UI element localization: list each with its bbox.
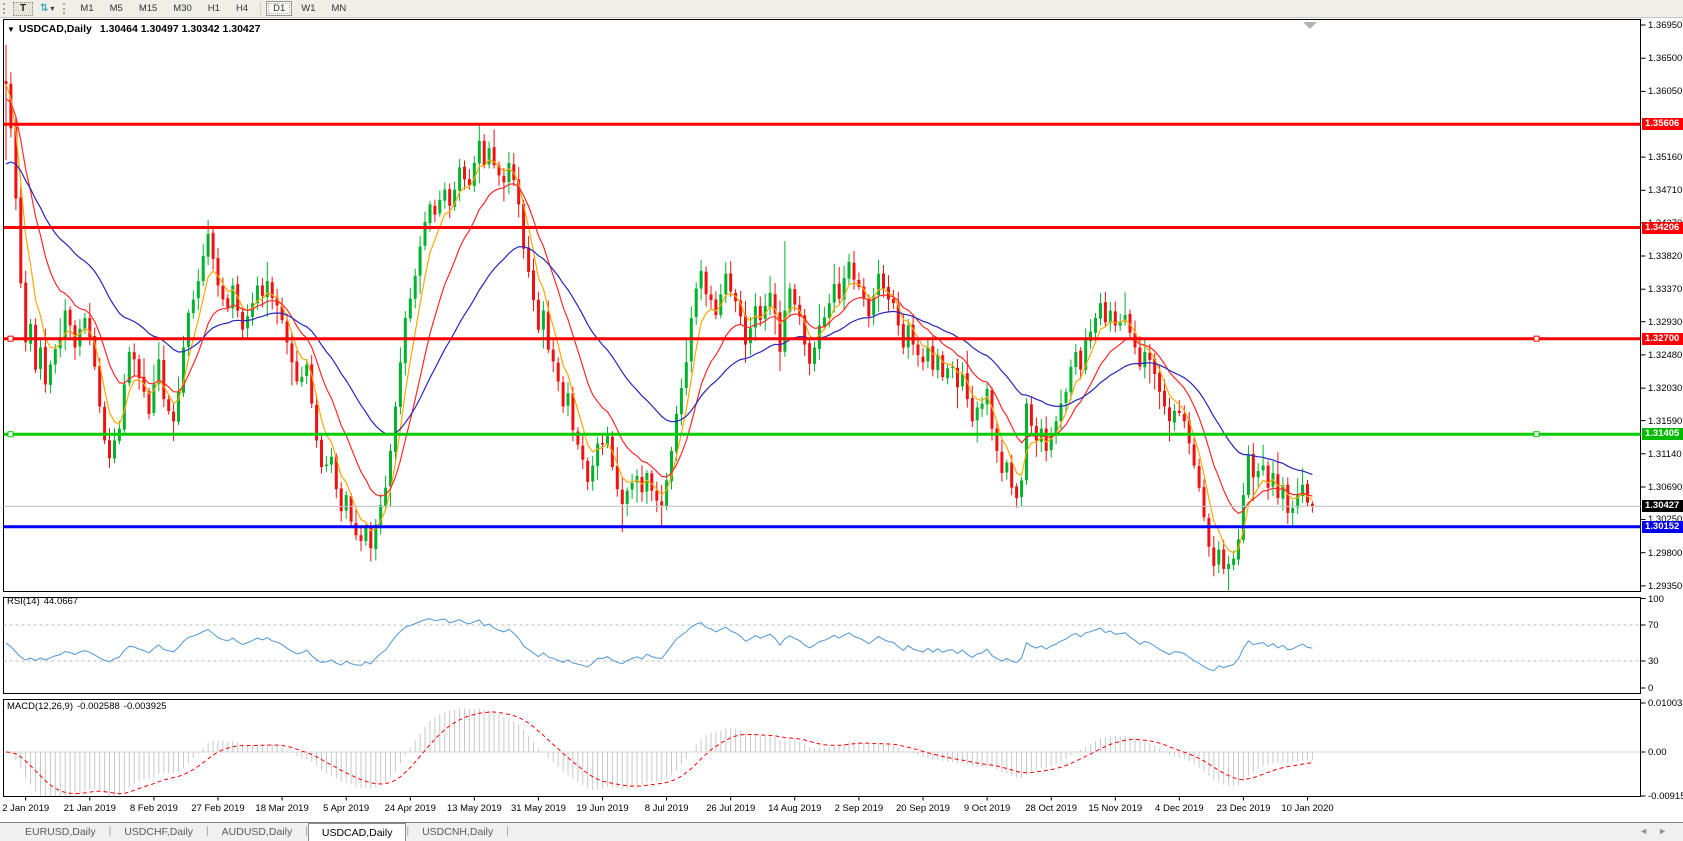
- date-label: 5 Apr 2019: [323, 803, 370, 814]
- price-tick-label: 1.30690: [1648, 481, 1683, 493]
- date-label: 28 Oct 2019: [1025, 803, 1078, 814]
- time-axis[interactable]: 2 Jan 2019 21 Jan 2019 8 Feb 2019 27 Feb 20…: [0, 797, 1640, 822]
- chart-tab-USDCAD[interactable]: USDCAD,Daily: [307, 823, 407, 841]
- macd-indicator-label: MACD(12,26,9) -0.002588 -0.003925: [7, 701, 171, 712]
- updown-arrows-icon: ⇅: [40, 3, 49, 14]
- date-label: 2 Jan 2019: [2, 803, 50, 814]
- tabs-scroll-left-icon[interactable]: ◄: [1639, 826, 1659, 836]
- chart-symbol-label: USDCAD,Daily: [18, 23, 92, 35]
- timeframe-button-M5[interactable]: M5: [109, 3, 123, 14]
- chart-mode-button[interactable]: ⇅ ▾: [35, 2, 59, 16]
- timeframe-button-M1[interactable]: M1: [80, 3, 94, 14]
- price-tick-label: 1.30250: [1648, 514, 1682, 525]
- toolbar: T ⇅ ▾ M1 M5 M15 M30 H1 H4 D1 W1 MN: [0, 0, 1683, 18]
- chart-tab-AUDUSD[interactable]: AUDUSD,Daily: [221, 826, 293, 838]
- price-level-tag-1.32700: 1.32700: [1642, 332, 1683, 345]
- toolbar-grip[interactable]: [3, 3, 8, 14]
- text-tool-button[interactable]: T: [13, 1, 33, 16]
- price-tick-label: 1.32480: [1648, 349, 1683, 361]
- date-label: 23 Dec 2019: [1216, 803, 1271, 814]
- price-axis[interactable]: 1.36950 1.36500 1.36050 1.35160 1.34710 1.342…: [1641, 0, 1683, 820]
- price-tick-label: 1.29800: [1648, 547, 1683, 559]
- date-label: 8 Jul 2019: [644, 803, 689, 814]
- price-tick-label: 1.36950: [1648, 20, 1683, 31]
- price-tick-label: 1.36050: [1648, 86, 1683, 98]
- chart-tabs: EURUSD,Daily | USDCHF,Daily | AUDUSD,Daily | U…: [0, 823, 509, 841]
- tabs-navigation: ◄►: [1639, 826, 1677, 836]
- tab-separator: |: [406, 826, 410, 837]
- timeframe-button-MN[interactable]: MN: [331, 3, 347, 14]
- macd-tick-label: 0.010035: [1648, 697, 1683, 709]
- rsi-tick-label: 30: [1648, 656, 1659, 667]
- date-label: 21 Jan 2019: [63, 803, 116, 814]
- date-label: 26 Jul 2019: [706, 803, 756, 814]
- macd-signal-value: -0.003925: [123, 701, 167, 712]
- collapse-triangle-icon[interactable]: ▼: [7, 25, 15, 34]
- date-label: 14 Aug 2019: [768, 803, 822, 814]
- price-tick-label: 1.31590: [1648, 415, 1683, 427]
- price-tick-label: 1.32930: [1648, 316, 1683, 328]
- date-label: 18 Mar 2019: [255, 803, 309, 814]
- date-label: 8 Feb 2019: [129, 803, 178, 814]
- date-label: 31 May 2019: [510, 803, 566, 814]
- tab-separator: |: [108, 826, 112, 837]
- date-label: 9 Oct 2019: [963, 803, 1011, 814]
- price-level-tag-1.31405: 1.31405: [1642, 428, 1683, 441]
- rsi-name: RSI(14): [7, 596, 40, 607]
- rsi-value: 44.0667: [43, 596, 79, 607]
- tab-separator: |: [305, 826, 308, 837]
- chart-tabs-bar: EURUSD,Daily | USDCHF,Daily | AUDUSD,Daily | U…: [0, 822, 1683, 841]
- tabs-scroll-right-icon[interactable]: ►: [1658, 826, 1677, 836]
- chart-tab-USDCHF[interactable]: USDCHF,Daily: [124, 826, 194, 838]
- price-level-tag-1.35606: 1.35606: [1642, 118, 1683, 131]
- date-label: 10 Jan 2020: [1281, 803, 1334, 814]
- date-label: 13 May 2019: [446, 803, 502, 814]
- date-label: 4 Dec 2019: [1155, 803, 1204, 814]
- rsi-indicator-label: RSI(14) 44.0667: [7, 596, 82, 607]
- rsi-tick-label: 70: [1648, 620, 1659, 631]
- toolbar-grip[interactable]: [63, 3, 68, 14]
- tab-separator: |: [206, 826, 209, 837]
- rsi-tick-label: 100: [1648, 593, 1664, 605]
- chart-tab-USDCNH[interactable]: USDCNH,Daily: [422, 826, 494, 838]
- timeframe-button-M15[interactable]: M15: [138, 3, 158, 14]
- macd-tick-label: 0.00: [1648, 747, 1667, 758]
- rsi-tick-label: 0: [1648, 683, 1654, 694]
- macd-tick-label: -0.009153: [1648, 791, 1683, 802]
- timeframe-button-H4[interactable]: H4: [235, 3, 249, 14]
- date-label: 19 Jun 2019: [576, 803, 629, 814]
- dropdown-caret-icon: ▾: [50, 4, 55, 13]
- price-level-tag-1.30152: 1.30152: [1642, 520, 1683, 533]
- chart-ohlc-values: 1.30464 1.30497 1.30342 1.30427: [99, 23, 261, 35]
- tab-separator: |: [506, 826, 509, 837]
- price-tick-label: 1.33370: [1648, 284, 1683, 296]
- macd-main-value: -0.002588: [77, 701, 120, 712]
- timeframe-button-H1[interactable]: H1: [207, 3, 220, 14]
- price-tick-label: 1.33820: [1648, 250, 1683, 262]
- date-label: 27 Feb 2019: [191, 803, 245, 814]
- chart-tab-EURUSD[interactable]: EURUSD,Daily: [25, 826, 96, 838]
- price-tick-label: 1.31140: [1648, 448, 1682, 460]
- timeframe-button-W1[interactable]: W1: [301, 3, 316, 14]
- date-label: 2 Sep 2019: [834, 803, 884, 814]
- timeframe-button-D1[interactable]: D1: [266, 1, 293, 16]
- date-label: 24 Apr 2019: [384, 803, 436, 814]
- price-tick-label: 1.35160: [1648, 152, 1683, 164]
- price-tick-label: 1.36500: [1648, 53, 1683, 65]
- timeframe-buttons: M1 M5 M15 M30 H1 H4 D1 W1 MN: [72, 1, 354, 16]
- price-tick-label: 1.32030: [1648, 383, 1683, 395]
- price-tick-label: 1.34710: [1648, 185, 1683, 197]
- chart-title: ▼ USDCAD,Daily 1.30464 1.30497 1.30342 1.3…: [7, 23, 260, 35]
- price-tick-label: 1.29350: [1648, 580, 1683, 592]
- date-label: 20 Sep 2019: [896, 803, 950, 814]
- macd-name: MACD(12,26,9): [7, 701, 73, 712]
- timeframe-button-M30[interactable]: M30: [173, 3, 192, 14]
- date-label: 15 Nov 2019: [1088, 803, 1143, 814]
- toolbar-divider: [260, 2, 262, 15]
- price-level-tag-1.30427: 1.30427: [1642, 500, 1683, 513]
- price-level-tag-1.34206: 1.34206: [1642, 221, 1683, 234]
